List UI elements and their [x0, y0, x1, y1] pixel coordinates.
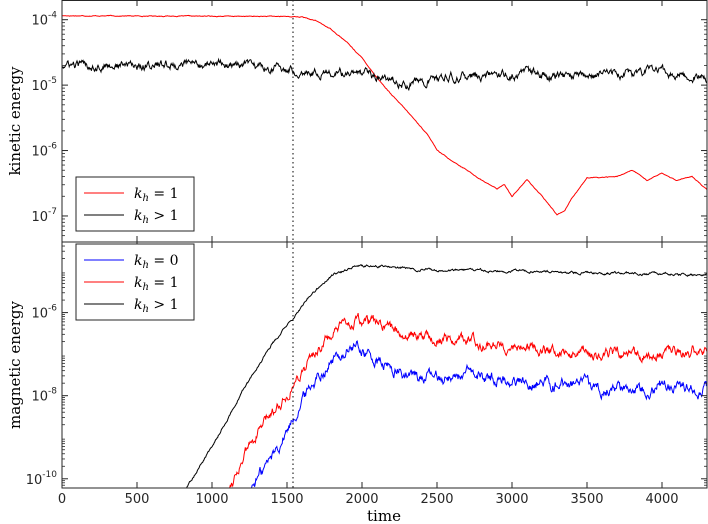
magnetic-y-axis-title: magnetic energy [6, 300, 24, 428]
tick-labels: 0 500 1000 1500 2000 2500 3000 3500 4000 10-7 10-6… [26, 11, 679, 507]
x-tick-label: 2000 [345, 492, 378, 507]
kinetic-y-tick-label: 10-7 [31, 207, 57, 225]
legend-entry-label: kh = 0 [134, 253, 178, 271]
x-tick-label: 500 [125, 492, 150, 507]
kinetic-series-0 [62, 14, 707, 216]
x-tick-label: 4000 [645, 492, 678, 507]
x-tick-label: 3000 [495, 492, 528, 507]
magnetic-lines [186, 264, 707, 488]
kinetic-y-axis-title: kinetic energy [6, 66, 24, 176]
kinetic-y-tick-label: 10-4 [31, 11, 57, 29]
kinetic-y-tick-label: 10-5 [31, 76, 57, 94]
x-tick-label: 1500 [270, 492, 303, 507]
kinetic-y-tick-label: 10-6 [31, 142, 57, 160]
magnetic-y-tick-label: 10-8 [31, 387, 57, 405]
legend-entry-label: kh > 1 [134, 208, 178, 226]
kinetic-series-1 [62, 57, 707, 92]
legend-entry-label: kh = 1 [134, 275, 178, 293]
x-tick-label: 3500 [570, 492, 603, 507]
magnetic-series-0 [250, 340, 707, 488]
magnetic-y-tick-label: 10-10 [26, 470, 58, 488]
x-tick-label: 1000 [195, 492, 228, 507]
kinetic-legend: kh = 1 kh > 1 [75, 176, 195, 232]
x-tick-label: 0 [58, 492, 66, 507]
legend-entry-label: kh = 1 [134, 186, 178, 204]
magnetic-series-2 [186, 264, 707, 488]
x-axis-title: time [367, 507, 401, 524]
magnetic-series-1 [229, 312, 707, 488]
legend-entry-label: kh > 1 [134, 297, 178, 315]
x-tick-label: 2500 [420, 492, 453, 507]
legend-box [75, 176, 195, 232]
magnetic-y-tick-label: 10-6 [31, 304, 57, 322]
magnetic-legend: kh = 0 kh = 1 kh > 1 [75, 243, 195, 321]
magnetic-axes-box [61, 241, 708, 489]
kinetic-lines [62, 14, 707, 216]
